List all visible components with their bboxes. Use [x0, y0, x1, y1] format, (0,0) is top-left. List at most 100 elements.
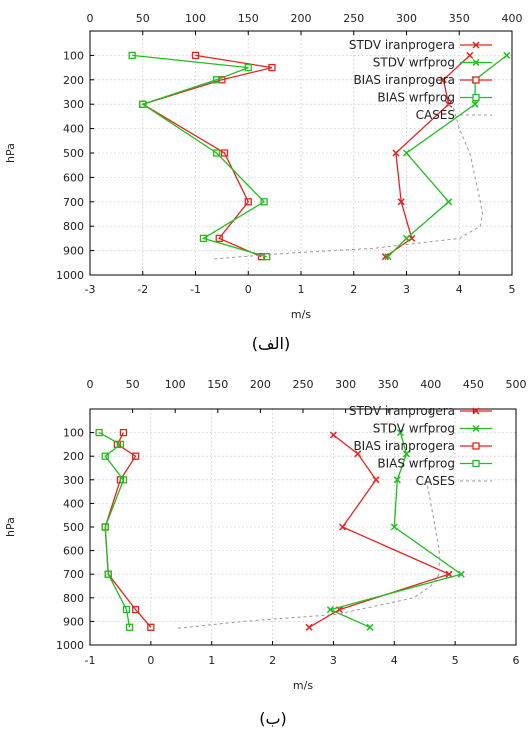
y-tick-label: 100: [63, 49, 84, 62]
data-point-square: [119, 428, 128, 437]
data-point-square: [215, 234, 223, 243]
x2-tick-label: 50: [136, 12, 150, 25]
data-point-x: [329, 431, 337, 439]
data-point-x-stroke: [381, 253, 389, 261]
legend-label: CASES: [416, 474, 455, 488]
data-point-x-stroke: [329, 431, 337, 439]
data-point-x: [402, 149, 411, 157]
legend-marker-square: [472, 76, 480, 84]
data-point-x-stroke: [402, 234, 411, 242]
x2-tick-label: 500: [506, 378, 527, 391]
data-point-x: [397, 198, 405, 206]
data-point-x-stroke: [396, 429, 404, 437]
data-point-square: [212, 149, 221, 157]
x-tick-label: 1: [208, 654, 215, 667]
data-point-square: [128, 51, 136, 60]
x-tick-label: 5: [509, 283, 516, 296]
y-tick-label: 100: [63, 427, 84, 440]
x2-tick-label: 100: [165, 378, 186, 391]
x-tick-label: 3: [330, 654, 337, 667]
y-tick-label: 600: [63, 545, 84, 558]
data-point-x-stroke: [402, 450, 410, 458]
panel-caption: (ب): [259, 709, 287, 728]
x-tick-label: 2: [350, 283, 357, 296]
x2-tick-label: 50: [126, 378, 140, 391]
y-tick-label: 600: [63, 171, 84, 184]
x-axis-label: m/s: [293, 679, 313, 692]
legend-marker-x: [472, 424, 480, 433]
x-tick-label: 2: [269, 654, 276, 667]
x-tick-label: 5: [452, 654, 459, 667]
data-point-x-stroke: [354, 450, 362, 458]
x-tick-label: -1: [85, 654, 96, 667]
legend-marker-square: [472, 93, 480, 102]
legend-marker-x: [472, 41, 480, 49]
x-tick-label: -3: [85, 283, 96, 296]
data-point-square: [260, 198, 268, 206]
data-point-square: [101, 452, 109, 460]
data-point-x: [354, 450, 362, 458]
data-point-square: [119, 476, 128, 484]
series-line-3: [132, 54, 267, 258]
y-axis-label: hPa: [4, 143, 17, 163]
data-point-square: [122, 605, 131, 614]
x-tick-label: 6: [513, 654, 520, 667]
y-tick-label: 900: [63, 245, 84, 258]
y-tick-label: 200: [63, 74, 84, 87]
panel-caption: (الف): [252, 334, 290, 353]
data-point-x-stroke: [390, 523, 398, 531]
data-point-square: [199, 234, 208, 243]
data-point-x: [457, 570, 465, 578]
data-point-x-stroke: [457, 570, 465, 578]
data-point-x: [326, 606, 334, 614]
x2-tick-label: 150: [238, 12, 259, 25]
data-point-square: [218, 76, 226, 84]
y-tick-label: 500: [63, 521, 84, 534]
x-tick-label: 0: [147, 654, 154, 667]
x2-tick-label: 0: [87, 378, 94, 391]
legend-label: STDV wrfprog: [373, 422, 455, 436]
data-point-x-stroke: [466, 51, 474, 59]
y-tick-label: 500: [63, 147, 84, 160]
data-point-x-stroke: [372, 476, 380, 484]
y-tick-label: 700: [63, 568, 84, 581]
y-axis-label: hPa: [4, 517, 17, 537]
y-tick-label: 800: [63, 592, 84, 605]
data-point-x: [390, 523, 398, 531]
data-point-x: [392, 149, 400, 157]
data-point-x: [471, 100, 479, 108]
legend-label: STDV wrfprog: [373, 56, 455, 70]
legend-marker-x: [472, 407, 480, 415]
x2-tick-label: 200: [250, 378, 271, 391]
data-point-x: [381, 253, 389, 261]
data-point-square: [244, 63, 252, 72]
data-point-x-stroke: [402, 149, 411, 157]
x2-tick-label: 100: [185, 12, 206, 25]
data-point-x: [305, 623, 313, 631]
x2-tick-label: 300: [335, 378, 356, 391]
data-point-square: [101, 523, 109, 531]
data-point-square: [125, 623, 134, 631]
data-point-x-stroke: [503, 51, 511, 59]
legend-marker-x: [472, 58, 480, 67]
data-point-x: [339, 523, 347, 531]
series-line-2: [141, 54, 273, 258]
data-point-square: [95, 428, 103, 437]
legend-label: BIAS iranprogera: [353, 439, 455, 453]
x2-tick-label: 350: [449, 12, 470, 25]
data-point-x-stroke: [439, 76, 447, 84]
legend-marker-square: [472, 459, 480, 468]
data-point-square: [139, 100, 147, 108]
legend-label: BIAS wrfprog: [377, 457, 455, 471]
data-point-x-stroke: [445, 570, 453, 578]
data-point-square: [131, 452, 140, 460]
x2-tick-label: 350: [378, 378, 399, 391]
data-point-square: [212, 76, 221, 84]
data-point-x: [402, 450, 410, 458]
x2-tick-label: 0: [87, 12, 94, 25]
data-point-x-stroke: [326, 606, 334, 614]
legend-marker-square: [472, 442, 480, 450]
data-point-x: [393, 476, 401, 484]
legend-label: BIAS iranprogera: [353, 73, 455, 87]
x-tick-label: -1: [190, 283, 201, 296]
